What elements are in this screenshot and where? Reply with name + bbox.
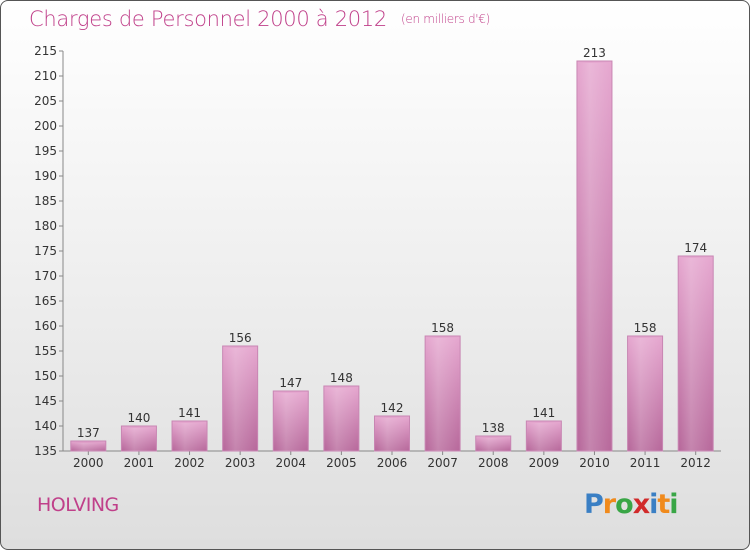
y-tick-label: 210 [34, 69, 57, 83]
data-label: 148 [330, 371, 353, 385]
y-tick-label: 190 [34, 169, 57, 183]
bar-highlight [72, 443, 104, 451]
data-label: 141 [532, 406, 555, 420]
data-label: 141 [178, 406, 201, 420]
y-tick-label: 165 [34, 294, 57, 308]
data-label: 140 [127, 411, 150, 425]
logo-letter: P [584, 489, 604, 520]
x-tick-label: 2000 [73, 456, 104, 470]
x-tick-label: 2009 [529, 456, 560, 470]
y-tick-label: 150 [34, 369, 57, 383]
data-label: 142 [381, 401, 404, 415]
logo-letter: i [669, 489, 678, 520]
x-tick-label: 2001 [124, 456, 155, 470]
y-tick-label: 160 [34, 319, 57, 333]
data-labels: 137 140 141 156 147 148 142 158 138 141 213 158 174 [77, 46, 707, 440]
x-tick-label: 2004 [275, 456, 306, 470]
data-label: 147 [279, 376, 302, 390]
y-tick-label: 145 [34, 394, 57, 408]
logo-letter: o [615, 489, 634, 520]
x-tick-label: 2010 [579, 456, 610, 470]
logo-letter: i [649, 489, 658, 520]
bar-highlight [477, 438, 509, 451]
data-label: 158 [431, 321, 454, 335]
y-tick-label: 155 [34, 344, 57, 358]
y-tick-label: 140 [34, 419, 57, 433]
logo-letter: x [632, 489, 650, 520]
bar-highlight [224, 348, 256, 451]
y-tick-label: 205 [34, 94, 57, 108]
data-label: 138 [482, 421, 505, 435]
chart-subtitle: (en milliers d'€) [400, 12, 491, 26]
bars [70, 60, 714, 452]
x-tick-label: 2007 [427, 456, 458, 470]
x-tick-label: 2003 [225, 456, 256, 470]
y-tick-label: 195 [34, 144, 57, 158]
x-tick-label: 2012 [680, 456, 711, 470]
data-label: 213 [583, 46, 606, 60]
x-tick-label: 2005 [326, 456, 357, 470]
data-label: 156 [229, 331, 252, 345]
bar-highlight [123, 428, 155, 451]
bar-highlight [275, 393, 307, 451]
data-label: 137 [77, 426, 100, 440]
proxiti-logo: Proxiti [584, 489, 679, 520]
bar-highlight [325, 388, 357, 451]
bar-highlight [376, 418, 408, 451]
data-label: 174 [684, 241, 707, 255]
y-tick-label: 170 [34, 269, 57, 283]
bar-highlight [629, 338, 661, 451]
bar-highlight [528, 423, 560, 451]
title-text: Charges de Personnel 2000 à 2012 [29, 7, 387, 31]
x-tick-label: 2002 [174, 456, 205, 470]
bar-highlight [578, 63, 610, 451]
y-tick-label: 180 [34, 219, 57, 233]
y-tick-label: 185 [34, 194, 57, 208]
data-label: 158 [634, 321, 657, 335]
x-tick-label: 2011 [630, 456, 661, 470]
chart-title: Charges de Personnel 2000 à 2012 (en mill… [29, 7, 490, 31]
axes: 135 140 145 150 155 160 165 170 175 180 185 190 195 2… [34, 44, 721, 470]
commune-name: HOLVING [37, 494, 119, 516]
x-tick-label: 2006 [377, 456, 408, 470]
y-tick-label: 215 [34, 44, 57, 58]
bar-highlight [174, 423, 206, 451]
logo-letter: t [657, 489, 670, 520]
y-tick-label: 135 [34, 444, 57, 458]
logo-letter: r [602, 489, 616, 520]
y-tick-label: 175 [34, 244, 57, 258]
y-tick-label: 200 [34, 119, 57, 133]
bar-highlight [680, 258, 712, 451]
bar-highlight [427, 338, 459, 451]
x-tick-label: 2008 [478, 456, 509, 470]
